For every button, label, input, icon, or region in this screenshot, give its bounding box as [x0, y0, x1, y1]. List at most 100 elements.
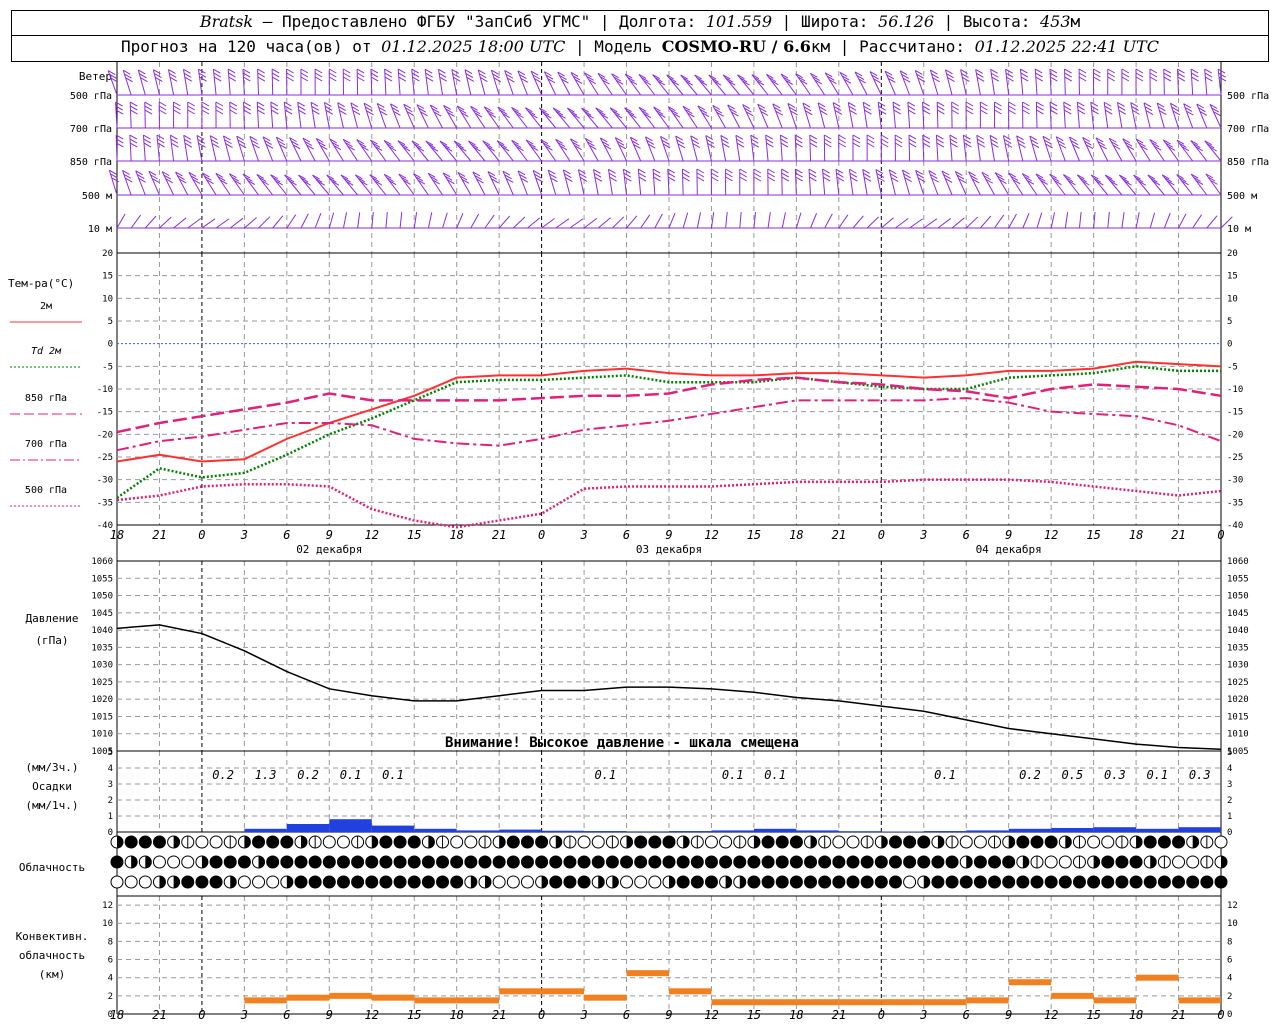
wind-barb-feather — [1184, 106, 1193, 112]
cloud-cover-circle — [973, 835, 987, 849]
cloud-cover-icon — [308, 855, 322, 869]
wind-barb-feather — [675, 135, 683, 141]
wind-barb-feather — [329, 76, 337, 82]
cloud-cover-icon — [577, 855, 591, 869]
wind-barb — [696, 212, 702, 229]
wind-barb-feather — [795, 168, 803, 174]
wind-barb — [597, 217, 611, 229]
wind-barb-feather — [425, 72, 433, 78]
wind-barb-feather — [648, 143, 656, 149]
wind-barb-feather — [520, 177, 529, 183]
wind-barb-feather — [783, 76, 791, 82]
temp-series-2 — [116, 376, 1222, 434]
cloud-cover-fill — [450, 876, 463, 888]
wind-barb-feather — [951, 101, 959, 107]
wind-barb — [370, 139, 387, 162]
temp-series-4 — [116, 478, 1222, 529]
cloud-cover-icon — [888, 835, 902, 849]
wind-barb — [1135, 138, 1151, 162]
conv-cloud-bar — [244, 997, 287, 1004]
cloud-cover-icon — [648, 875, 662, 889]
wind-barb-feather — [629, 113, 637, 119]
cloud-cover-icon — [1172, 835, 1186, 849]
wind-barb-feather — [1078, 68, 1087, 74]
wind-barb-feather — [507, 77, 515, 83]
wind-barb-feather — [249, 136, 258, 141]
wind-barb — [1103, 102, 1109, 129]
wind-barb-feather — [314, 68, 323, 74]
cloud-cover-icon — [676, 835, 690, 849]
cloud-cover-icon — [973, 875, 987, 889]
conv-cloud-bar — [796, 999, 839, 1006]
wind-barb — [439, 140, 458, 162]
model-unit: км — [810, 37, 831, 56]
cloud-cover-icon — [1200, 835, 1214, 849]
cloud-cover-half — [499, 836, 506, 848]
wind-barb-feather — [163, 174, 172, 180]
wind-barb-feather — [415, 176, 424, 182]
wind-barb — [468, 140, 486, 162]
wind-barb-feather — [1110, 180, 1118, 186]
cloud-cover-circle — [492, 875, 506, 889]
cloud-cover-half — [470, 876, 477, 888]
wind-barb-feather — [511, 139, 519, 145]
wind-barb — [848, 169, 854, 196]
wind-barb-feather — [1050, 105, 1058, 111]
cloud-cover-fill — [804, 876, 817, 888]
wind-barb-feather — [1016, 135, 1024, 141]
wind-barb-feather — [482, 140, 490, 146]
wind-barb-feather — [159, 109, 167, 115]
wind-barb — [1064, 212, 1069, 229]
wind-barb-feather — [115, 109, 124, 115]
wind-barb-feather — [557, 142, 566, 148]
wind-barb-feather — [430, 104, 438, 110]
cloud-cover-fill — [1101, 856, 1114, 868]
wind-barb — [1107, 212, 1110, 229]
wind-barb — [923, 218, 938, 229]
wind-barb-feather — [1163, 139, 1171, 145]
wind-barb-feather — [869, 71, 878, 76]
cloud-cover-icon — [407, 875, 421, 889]
cloud-cover-icon — [973, 835, 987, 849]
cloud-cover-icon — [1143, 875, 1157, 889]
cloud-cover-icon — [917, 875, 931, 889]
wind-barb — [552, 107, 571, 129]
latitude-label: | Широта: — [772, 12, 879, 31]
cloud-cover-fill — [634, 836, 647, 848]
wind-barb-feather — [115, 101, 123, 107]
wind-barb-feather — [1107, 177, 1116, 183]
wind-barb — [354, 174, 373, 196]
wind-barb-feather — [1117, 101, 1125, 107]
cloud-cover-icon — [124, 835, 138, 849]
wind-barb-feather — [550, 177, 558, 183]
wind-barb-feather — [530, 70, 539, 76]
cloud-cover-half — [810, 836, 817, 848]
precip-tick-right: 1 — [1227, 812, 1232, 822]
wind-barb-feather — [559, 75, 567, 81]
wind-barb — [750, 135, 755, 162]
wind-barb-feather — [257, 109, 265, 115]
precip-tick-left: 5 — [108, 748, 113, 758]
wind-barb-feather — [316, 138, 324, 143]
wind-barb-feather — [1044, 139, 1052, 145]
wind-barb-feather — [707, 142, 715, 148]
wind-barb-feather — [1036, 105, 1044, 111]
wind-barb-feather — [175, 171, 183, 177]
precip-tick-left: 4 — [108, 764, 113, 774]
wind-barb-feather — [243, 109, 252, 115]
cloud-cover-icon — [294, 855, 308, 869]
wind-barb-feather — [472, 171, 481, 177]
wind-barb-feather — [242, 68, 251, 74]
cloud-cover-fill — [1059, 876, 1072, 888]
wind-barb-feather — [572, 113, 580, 119]
wind-barb-feather — [1038, 176, 1046, 182]
wind-barb-feather — [229, 173, 237, 179]
wind-barb-feather — [574, 145, 582, 151]
wind-barb-feather — [213, 76, 222, 82]
cloud-cover-icon — [973, 855, 987, 869]
cloud-cover-icon — [903, 835, 917, 849]
latitude-value: 56.126 — [878, 12, 934, 31]
wind-barb-feather — [803, 106, 812, 112]
wind-barb-feather — [662, 143, 671, 149]
wind-barb-feather — [1068, 180, 1076, 186]
